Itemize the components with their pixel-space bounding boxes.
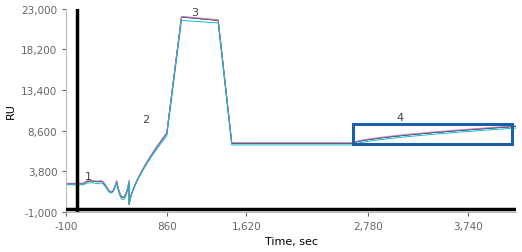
Text: 2: 2 [142,115,149,124]
X-axis label: Time, sec: Time, sec [265,237,318,246]
Y-axis label: RU: RU [6,103,16,119]
Text: 1: 1 [85,171,92,181]
Text: 4: 4 [396,113,403,123]
Bar [353,124,512,144]
Text: 3: 3 [191,8,198,18]
